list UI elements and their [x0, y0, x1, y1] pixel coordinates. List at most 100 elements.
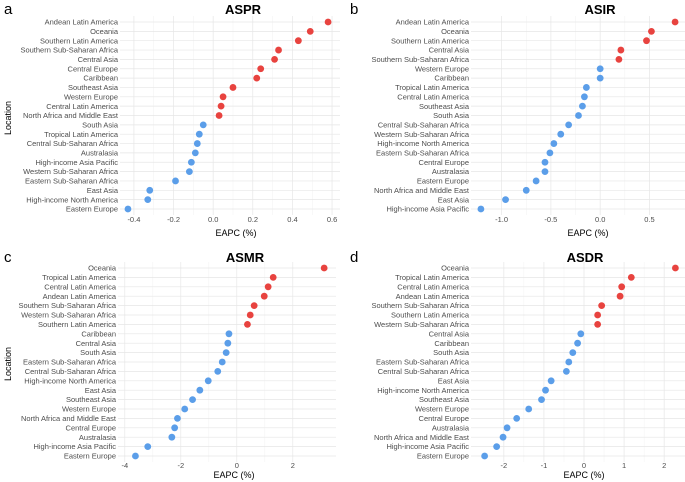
data-point — [214, 368, 222, 375]
category-label: South Asia — [433, 348, 470, 357]
data-point — [217, 102, 225, 110]
category-label: Southern Sub-Saharan Africa — [371, 301, 469, 310]
data-point — [271, 56, 278, 63]
panel-title: ASIR — [584, 2, 616, 17]
x-tick-label: 0.4 — [287, 215, 297, 224]
data-point — [185, 168, 193, 176]
category-label: Andean Latin America — [396, 18, 470, 27]
data-point — [569, 349, 577, 356]
x-tick-label: 0.0 — [595, 215, 605, 224]
data-point — [579, 102, 586, 110]
data-point — [215, 112, 223, 119]
data-point — [172, 177, 179, 185]
category-label: Central Asia — [76, 339, 117, 348]
category-label: Oceania — [441, 27, 470, 36]
category-label: Australasia — [432, 423, 470, 432]
data-point — [225, 330, 233, 338]
data-point — [577, 330, 585, 338]
data-point — [275, 46, 282, 54]
data-point — [550, 140, 558, 147]
panel-title: ASMR — [226, 250, 265, 265]
x-tick-label: 0.0 — [208, 215, 218, 224]
category-label: High-income Asia Pacific — [386, 205, 469, 214]
data-point — [617, 46, 625, 54]
data-point — [193, 140, 201, 147]
x-tick-label: -4 — [121, 461, 128, 470]
data-point — [598, 302, 606, 309]
category-label: Southeast Asia — [419, 102, 470, 111]
data-point — [244, 321, 251, 328]
category-label: Australasia — [79, 433, 117, 442]
category-label: Central Asia — [429, 329, 470, 338]
data-point — [562, 368, 570, 375]
category-label: Western Sub-Saharan Africa — [374, 320, 470, 329]
x-tick-label: -2 — [501, 461, 508, 470]
data-point — [224, 339, 232, 347]
category-label: Andean Latin America — [396, 292, 470, 301]
category-label: Southern Sub-Saharan Africa — [371, 55, 469, 64]
data-point — [594, 311, 602, 319]
data-point — [250, 302, 258, 309]
category-label: Andean Latin America — [45, 18, 119, 27]
category-label: South Asia — [82, 120, 119, 129]
category-label: Southern Sub-Saharan Africa — [18, 301, 116, 310]
category-label: Australasia — [432, 167, 470, 176]
data-point — [146, 186, 154, 194]
grid — [471, 16, 685, 215]
category-label: High-income North America — [26, 195, 119, 204]
x-tick-label: -1.0 — [495, 215, 508, 224]
data-point — [218, 358, 226, 366]
data-point — [565, 121, 573, 129]
data-point — [542, 386, 549, 394]
data-point — [246, 311, 254, 319]
data-point — [513, 415, 521, 422]
data-point — [187, 158, 195, 166]
data-point — [671, 18, 679, 26]
data-point — [204, 377, 212, 385]
data-point — [168, 433, 176, 441]
data-point — [481, 452, 489, 460]
category-label: East Asia — [438, 195, 470, 204]
x-tick-label: -1 — [541, 461, 548, 470]
data-point — [596, 65, 604, 73]
data-point — [627, 274, 635, 281]
data-point — [219, 93, 227, 101]
category-label: Central Asia — [429, 46, 470, 55]
category-label: Eastern Europe — [64, 452, 116, 461]
data-point — [581, 93, 588, 101]
x-tick-label: 0.5 — [644, 215, 654, 224]
category-label: Central Sub-Saharan Africa — [25, 367, 117, 376]
category-label: Central Sub-Saharan Africa — [378, 120, 470, 129]
category-label: Caribbean — [434, 339, 469, 348]
data-point — [260, 292, 268, 300]
category-label: Central Latin America — [46, 102, 119, 111]
category-label: Southern Latin America — [391, 311, 470, 320]
category-label: Western Sub-Saharan Africa — [21, 311, 117, 320]
category-label: North Africa and Middle East — [21, 414, 117, 423]
x-tick-label: 0 — [235, 461, 239, 470]
y-axis-title: Location — [3, 101, 13, 135]
x-tick-label: -0.4 — [127, 215, 140, 224]
category-label: South Asia — [80, 348, 117, 357]
category-label: Western Europe — [62, 405, 116, 414]
category-label: Tropical Latin America — [395, 83, 470, 92]
category-label: Central Latin America — [397, 92, 470, 101]
category-label: Eastern Europe — [417, 452, 469, 461]
category-label: High-income North America — [24, 376, 117, 385]
data-point — [171, 424, 179, 432]
data-point — [493, 443, 501, 450]
category-label: East Asia — [87, 186, 119, 195]
category-label: Andean Latin America — [43, 292, 117, 301]
data-point — [503, 424, 511, 432]
category-label: High-income Asia Pacific — [35, 158, 118, 167]
category-label: Oceania — [88, 264, 117, 273]
category-label: High-income Asia Pacific — [33, 442, 116, 451]
data-point — [144, 196, 152, 204]
data-point — [196, 386, 204, 394]
data-point — [643, 37, 650, 45]
data-point — [575, 112, 582, 119]
data-point — [538, 396, 545, 403]
category-label: High-income North America — [377, 139, 470, 148]
category-label: Central Latin America — [44, 282, 117, 291]
